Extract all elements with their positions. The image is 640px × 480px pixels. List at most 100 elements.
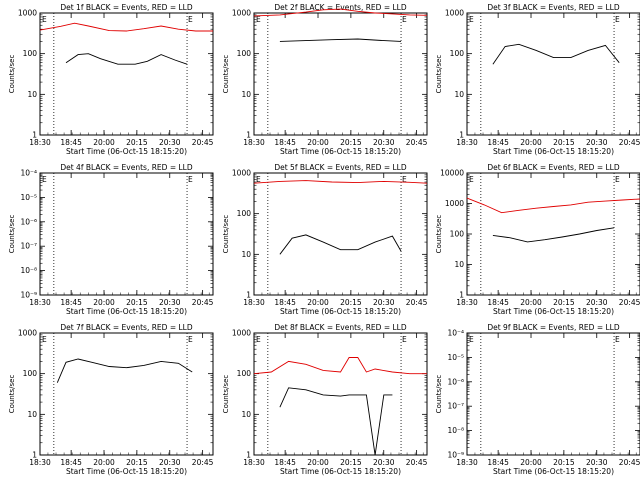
x-tick-label: 18:45 — [60, 458, 82, 467]
x-tick-label: 20:15 — [340, 138, 362, 147]
series-line — [253, 180, 428, 184]
plot-frame — [39, 12, 214, 136]
panel-title: Det 8f BLACK = Events, RED = LLD — [274, 323, 407, 332]
series-line — [492, 43, 620, 65]
panel-4: Det 4f BLACK = Events, RED = LLD 10⁻⁹ 10⁻⁸… — [8, 163, 214, 316]
plot-frame — [466, 332, 640, 456]
y-tick-label: 1000 — [232, 9, 251, 18]
panel-title: Det 6f BLACK = Events, RED = LLD — [487, 163, 620, 172]
series-line — [253, 357, 427, 375]
x-axis-label: Start Time (06-Oct-15 18:15:20) — [493, 147, 614, 156]
x-tick-label: 20:00 — [307, 458, 329, 467]
x-tick-label: 20:15 — [553, 138, 575, 147]
x-tick-label: 20:30 — [373, 138, 395, 147]
y-tick-label: 1000 — [232, 169, 251, 178]
plot-frame — [253, 172, 428, 296]
flag-marker: E — [402, 15, 407, 24]
y-tick-label: 10⁻⁷ — [20, 242, 37, 251]
x-tick-label: 20:00 — [307, 138, 329, 147]
x-tick-label: 20:45 — [192, 458, 214, 467]
flag-marker: E — [469, 335, 474, 344]
flag-marker: E — [256, 15, 261, 24]
x-tick-label: 20:15 — [126, 138, 148, 147]
y-tick-label: 1 — [459, 131, 464, 140]
y-tick-label: 1000 — [18, 329, 37, 338]
y-axis-label: Counts/sec — [8, 55, 16, 94]
x-tick-label: 20:30 — [159, 298, 181, 307]
series-line — [466, 197, 640, 214]
x-tick-label: 18:30 — [243, 298, 265, 307]
x-tick-label: 20:00 — [520, 298, 542, 307]
series-line — [253, 8, 428, 17]
panel-9: Det 9f BLACK = Events, RED = LLD 10⁻⁹ 10⁻⁸… — [435, 323, 640, 476]
series-line — [492, 227, 615, 243]
x-tick-label: 20:45 — [406, 298, 428, 307]
panel-title: Det 3f BLACK = Events, RED = LLD — [487, 3, 620, 12]
x-tick-label: 20:15 — [126, 298, 148, 307]
x-tick-label: 20:45 — [192, 138, 214, 147]
y-tick-label: 1 — [246, 451, 251, 460]
x-tick-label: 20:00 — [520, 138, 542, 147]
series-line — [279, 38, 402, 42]
y-tick-label: 1 — [246, 291, 251, 300]
x-tick-label: 18:30 — [456, 458, 478, 467]
panel-3: Det 3f BLACK = Events, RED = LLD 1 10 100 10… — [435, 3, 640, 156]
y-tick-label: 10⁻⁵ — [447, 353, 464, 362]
y-tick-label: 10⁻⁸ — [20, 266, 37, 275]
x-tick-label: 20:00 — [93, 138, 115, 147]
y-axis-label: Counts/sec — [8, 375, 16, 414]
series-line — [65, 53, 188, 65]
y-axis-label: Counts/sec — [435, 55, 443, 94]
x-tick-label: 20:00 — [520, 458, 542, 467]
x-tick-label: 20:30 — [586, 138, 608, 147]
x-tick-label: 18:45 — [487, 298, 509, 307]
flag-marker: E — [188, 15, 193, 24]
flag-marker: E — [42, 335, 47, 344]
series-line — [39, 22, 213, 32]
y-axis-label: Counts/sec — [435, 215, 443, 254]
x-tick-label: 18:45 — [274, 298, 296, 307]
x-tick-label: 18:45 — [60, 138, 82, 147]
plot-frame — [39, 332, 214, 456]
flag-marker: E — [188, 175, 193, 184]
y-tick-label: 10⁻⁴ — [20, 169, 37, 178]
y-axis-label: Counts/sec — [222, 55, 230, 94]
flag-marker: E — [256, 335, 261, 344]
panel-title: Det 2f BLACK = Events, RED = LLD — [274, 3, 407, 12]
y-tick-label: 10 — [27, 90, 37, 99]
x-tick-label: 20:30 — [373, 458, 395, 467]
flag-marker: E — [402, 175, 407, 184]
panel-6: Det 6f BLACK = Events, RED = LLD 1 10 100 10… — [435, 163, 640, 316]
x-tick-label: 20:45 — [619, 298, 640, 307]
y-tick-label: 10 — [27, 410, 37, 419]
y-axis-label: Counts/sec — [222, 375, 230, 414]
y-tick-label: 10⁻⁹ — [447, 451, 464, 460]
flag-marker: E — [615, 15, 620, 24]
plot-frame — [39, 172, 214, 296]
panel-title: Det 7f BLACK = Events, RED = LLD — [60, 323, 193, 332]
x-axis-label: Start Time (06-Oct-15 18:15:20) — [493, 467, 614, 476]
x-tick-label: 18:45 — [487, 458, 509, 467]
x-tick-label: 20:15 — [126, 458, 148, 467]
y-tick-label: 1 — [246, 131, 251, 140]
panel-title: Det 9f BLACK = Events, RED = LLD — [487, 323, 620, 332]
y-tick-label: 1000 — [232, 329, 251, 338]
y-tick-label: 1 — [32, 131, 37, 140]
panel-8: Det 8f BLACK = Events, RED = LLD 1 10 100 10… — [222, 323, 428, 476]
flag-marker: E — [42, 15, 47, 24]
series-line — [279, 234, 402, 255]
y-tick-label: 1000 — [18, 9, 37, 18]
panel-title: Det 1f BLACK = Events, RED = LLD — [60, 3, 193, 12]
x-tick-label: 18:30 — [29, 298, 51, 307]
x-tick-label: 20:30 — [373, 298, 395, 307]
y-tick-label: 100 — [237, 369, 252, 378]
x-tick-label: 18:30 — [456, 138, 478, 147]
x-tick-label: 20:00 — [93, 458, 115, 467]
flag-marker: E — [188, 335, 193, 344]
x-axis-label: Start Time (06-Oct-15 18:15:20) — [66, 147, 187, 156]
x-axis-label: Start Time (06-Oct-15 18:15:20) — [280, 307, 401, 316]
flag-marker: E — [615, 175, 620, 184]
x-tick-label: 20:15 — [553, 458, 575, 467]
x-tick-label: 20:45 — [192, 298, 214, 307]
y-tick-label: 100 — [450, 230, 465, 239]
